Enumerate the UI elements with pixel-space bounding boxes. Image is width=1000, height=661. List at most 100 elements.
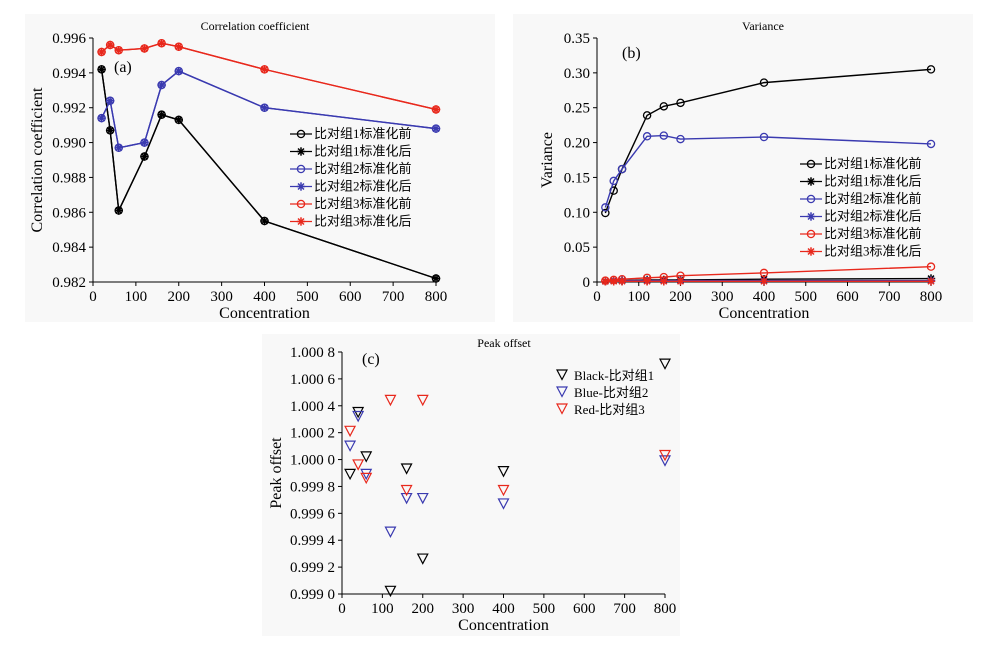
- panel-b-data-point: [759, 132, 769, 142]
- panel-c-background: [262, 334, 680, 636]
- panel-a-x-tick-label: 0: [89, 289, 97, 305]
- panel-c-data-point: [360, 472, 373, 485]
- panel-a-data-point: [431, 124, 441, 133]
- panel-a-data-point: [140, 138, 149, 147]
- panel-c-data-point: [497, 498, 510, 510]
- panel-b-legend-label: 比对组3标准化后: [824, 244, 922, 259]
- panel-b-data-point: [676, 277, 685, 286]
- panel-a-data-point: [105, 40, 115, 50]
- panel-c-data-point: [352, 406, 365, 419]
- panel-b-legend-label: 比对组2标准化前: [824, 191, 922, 206]
- panel-c-data-point: [344, 440, 357, 452]
- panel-b-data-point: [617, 164, 627, 174]
- panel-a-x-tick-label: 800: [425, 289, 448, 305]
- panel-c-x-tick-label: 0: [338, 601, 346, 617]
- panel-c-y-tick-label: 0.999 6: [290, 506, 336, 522]
- panel-c-data-point: [384, 526, 397, 538]
- panel-c-data-point: [400, 463, 413, 475]
- panel-a-legend-label: 比对组1标准化前: [314, 126, 412, 141]
- panel-a-data-point: [174, 115, 183, 125]
- panel-a-data-point: [260, 65, 269, 74]
- panel-a-y-tick-label: 0.992: [52, 101, 86, 117]
- panel-a-data-point: [431, 105, 441, 114]
- panel-b-data-point: [642, 277, 652, 286]
- panel-a-series-line: [100, 69, 437, 280]
- panel-a-y-tick-label: 0.990: [52, 136, 86, 152]
- panel-b-y-tick-label: 0.20: [564, 136, 590, 152]
- panel-a-legend-marker: [296, 147, 306, 156]
- panel-c-x-tick-label: 300: [452, 601, 475, 617]
- panel-a-data-point: [97, 47, 106, 57]
- panel-b-data-point: [601, 208, 610, 218]
- panel-a-y-tick-label: 0.994: [52, 66, 86, 82]
- panel-c-data-point: [352, 410, 365, 423]
- panel-a-y-axis-label: Correlation coefficient: [29, 87, 46, 233]
- panel-b-x-tick-label: 300: [711, 289, 734, 305]
- panel-b-title: Variance: [742, 19, 784, 33]
- panel-b-data-point: [617, 277, 627, 286]
- panel-c-data-point: [659, 358, 671, 370]
- panel-b-background: [513, 14, 973, 322]
- panel-a-x-tick-label: 400: [253, 289, 276, 305]
- panel-b-x-tick-label: 0: [593, 289, 601, 305]
- panel-a-data-point: [140, 152, 149, 161]
- panel-a-data-point: [157, 80, 166, 90]
- panel-c-y-tick-label: 1.000 0: [290, 453, 335, 469]
- panel-b-data-point: [676, 134, 685, 144]
- panel-b-legend-marker: [806, 177, 816, 186]
- panel-a-data-point: [174, 42, 183, 51]
- panel-a-x-tick-label: 600: [339, 289, 362, 305]
- panel-c-legend-marker: [556, 386, 568, 398]
- panel-b-data-point: [926, 277, 936, 286]
- panel-c-legend-marker: [556, 403, 568, 415]
- panel-a-data-point: [260, 216, 269, 226]
- panel-a-legend-label: 比对组3标准化前: [314, 196, 412, 211]
- panel-c-data-point: [400, 484, 413, 497]
- panel-a-x-axis-label: Concentration: [219, 305, 310, 322]
- panel-b-data-point: [759, 78, 769, 87]
- panel-b-data-point: [659, 277, 668, 286]
- panel-b-y-tick-label: 0.35: [564, 31, 590, 47]
- panel-c-y-tick-label: 1.000 2: [290, 426, 335, 442]
- panel-a-data-point: [114, 46, 123, 55]
- panel-c-data-point: [344, 425, 357, 438]
- panel-b-data-point: [926, 65, 936, 74]
- panel-c-x-tick-label: 700: [613, 601, 636, 617]
- panel-b-legend-label: 比对组1标准化前: [824, 156, 922, 171]
- panel-c-data-point: [416, 553, 429, 565]
- panel-a-data-point: [97, 65, 106, 74]
- panel-c-legend-marker: [556, 369, 568, 381]
- panel-a-legend-marker: [296, 129, 306, 139]
- panel-a-background: [25, 14, 495, 322]
- panel-c-data-point: [416, 492, 429, 505]
- panel-a-data-point: [114, 143, 123, 152]
- panel-b-x-axis-label: Concentration: [719, 305, 810, 322]
- panel-c-data-point: [659, 449, 671, 462]
- panel-b-data-point: [601, 203, 610, 212]
- panel-c-legend-label: Red-比对组3: [574, 402, 645, 417]
- panel-b-legend-marker: [806, 159, 816, 169]
- panel-b-label: (b): [622, 45, 641, 62]
- panel-b-y-tick-label: 0.10: [564, 205, 590, 221]
- panel-c-data-point: [360, 451, 373, 463]
- panel-a-legend-label: 比对组1标准化后: [314, 144, 412, 159]
- panel-b-legend-marker: [806, 194, 816, 204]
- panel-b-legend-marker: [806, 229, 816, 239]
- panel-a-data-point: [140, 44, 149, 53]
- panel-a-x-tick-label: 300: [210, 289, 233, 305]
- panel-b-legend-label: 比对组3标准化前: [824, 226, 922, 241]
- panel-c-legend-label: Black-比对组1: [574, 368, 654, 383]
- panel-a-y-tick-label: 0.984: [52, 240, 86, 256]
- panel-a-data-point: [114, 206, 123, 215]
- panel-c-y-tick-label: 0.999 8: [290, 479, 335, 495]
- panel-b-legend-label: 比对组1标准化后: [824, 174, 922, 189]
- panel-a-data-point: [157, 39, 166, 48]
- panel-a-data-point: [174, 66, 183, 76]
- panel-c-y-tick-label: 1.000 4: [290, 399, 336, 415]
- panel-b-legend-marker: [806, 212, 816, 221]
- panel-a-y-tick-label: 0.982: [52, 275, 86, 291]
- panel-c-data-point: [659, 455, 671, 467]
- panel-b-data-point: [759, 277, 769, 286]
- panel-c-title: Peak offset: [477, 336, 531, 350]
- panel-c-legend-label: Blue-比对组2: [574, 385, 648, 400]
